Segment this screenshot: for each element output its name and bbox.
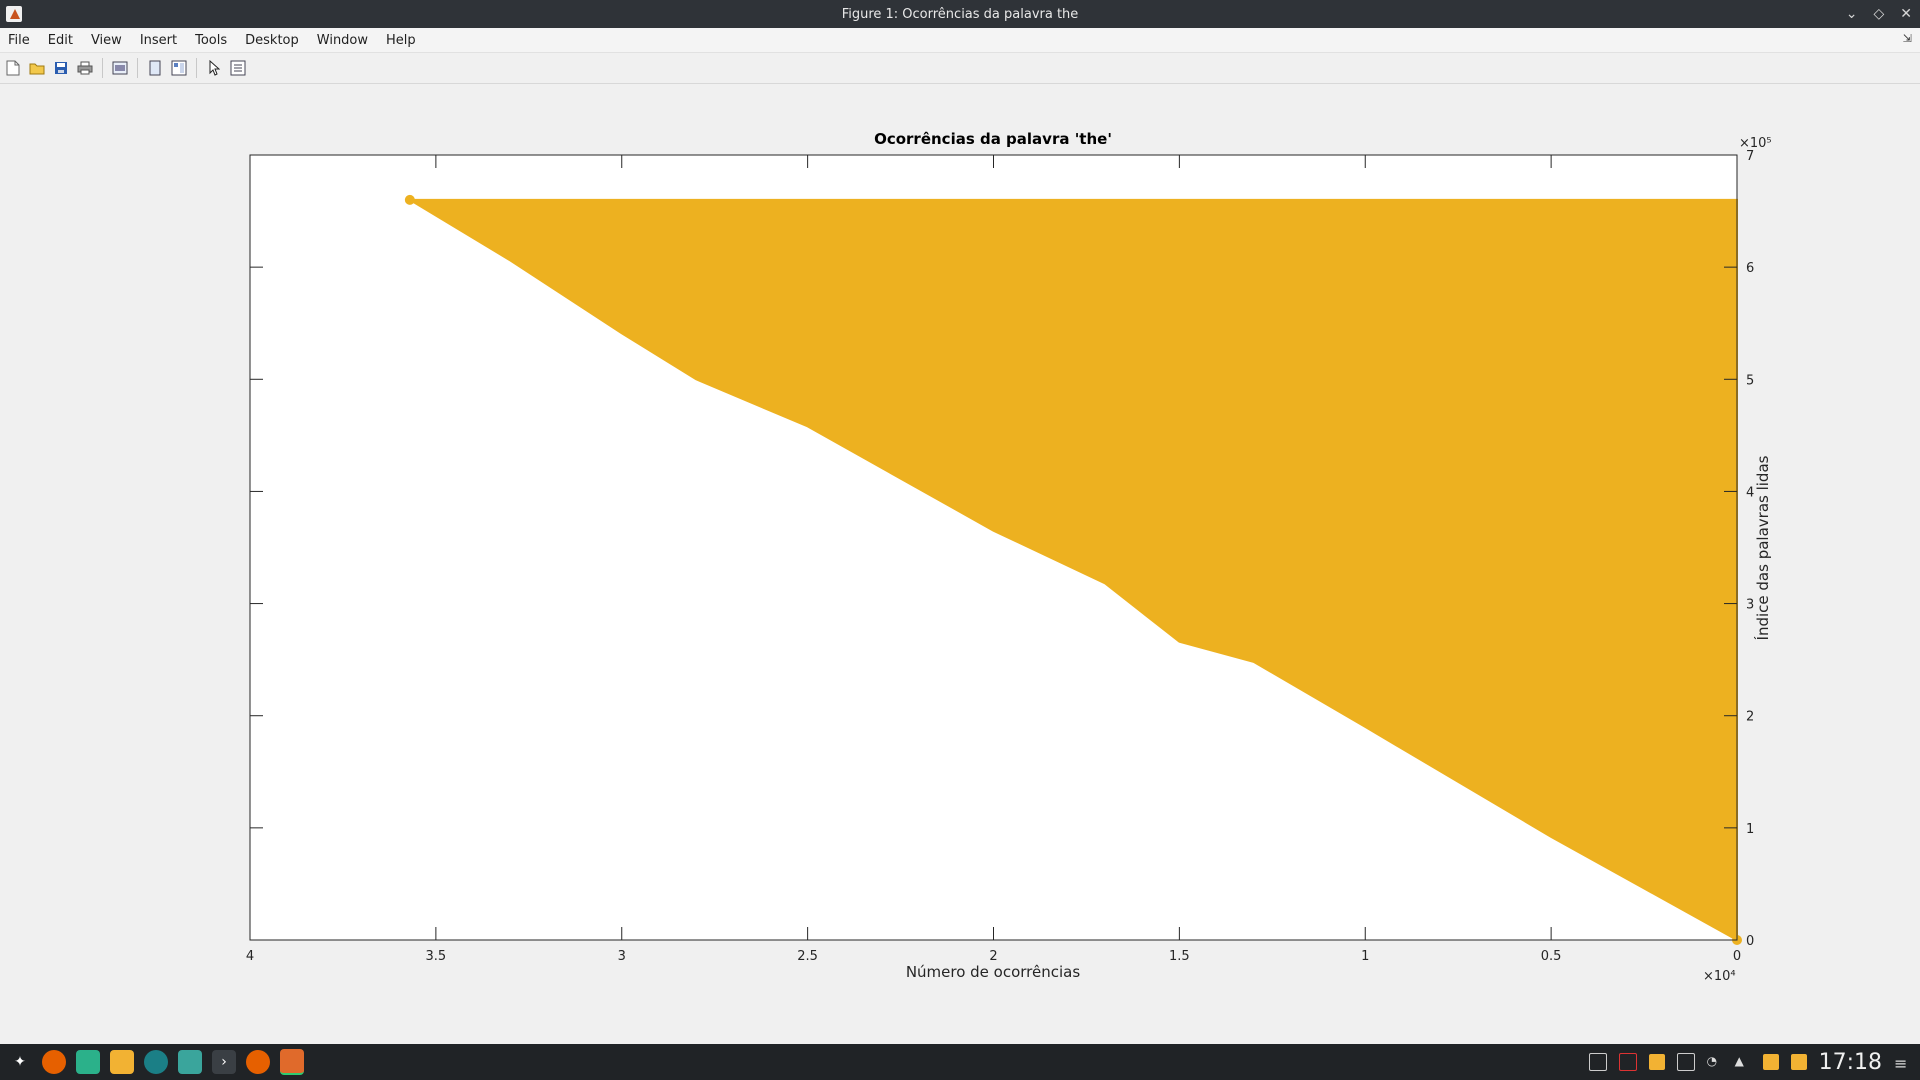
y-axis-label: Índice das palavras lidas — [1753, 455, 1772, 640]
x-tick-label: 2 — [989, 949, 997, 964]
chart-svg[interactable]: 4 3.5 3 2.5 2 1.5 1 0.5 00 1 2 3 4 5 6 7 Ocorrências da… — [0, 84, 1920, 1044]
close-button[interactable]: ✕ — [1900, 6, 1912, 22]
undock-icon[interactable]: ⇲ — [1902, 32, 1912, 45]
y-tick-label: 7 — [1746, 149, 1754, 164]
x-tick-label: 4 — [246, 949, 254, 964]
toolbar-separator — [196, 58, 197, 78]
menu-edit[interactable]: Edit — [47, 32, 73, 48]
x-axis-label: Número de ocorrências — [906, 963, 1081, 981]
notes-icon[interactable] — [1790, 1054, 1807, 1070]
y-tick-label: 3 — [1746, 598, 1754, 613]
menu-desktop[interactable]: Desktop — [245, 32, 299, 48]
menu-tools[interactable]: Tools — [195, 32, 228, 48]
toolbar-separator — [102, 58, 103, 78]
matlab-icon[interactable] — [280, 1049, 304, 1075]
x-tick-label: 0.5 — [1541, 949, 1562, 964]
chart-title: Ocorrências da palavra 'the' — [874, 130, 1112, 148]
firefox-icon[interactable] — [42, 1050, 66, 1074]
figure-toolbar — [0, 53, 1920, 84]
keepass-icon[interactable] — [144, 1050, 168, 1074]
battery-icon[interactable] — [1676, 1053, 1695, 1071]
maximize-button[interactable]: ◇ — [1873, 6, 1885, 22]
store-icon[interactable] — [178, 1050, 202, 1074]
y-tick-label: 1 — [1746, 822, 1754, 837]
x-tick-label: 1 — [1361, 949, 1369, 964]
menu-file[interactable]: File — [8, 32, 30, 48]
open-file-icon[interactable] — [28, 59, 46, 77]
file-manager-icon[interactable] — [76, 1050, 100, 1074]
firefox-icon[interactable] — [246, 1050, 270, 1074]
x-tick-label: 2.5 — [797, 949, 818, 964]
x-tick-label: 1.5 — [1169, 949, 1190, 964]
area-series-end — [404, 194, 415, 205]
window-title: Figure 1: Ocorrências da palavra the — [841, 6, 1079, 22]
y-axis-exponent: ×10⁵ — [1739, 136, 1772, 151]
y-tick-label: 5 — [1746, 373, 1754, 388]
y-tick-label: 6 — [1746, 261, 1754, 276]
y-tick-label: 2 — [1746, 710, 1754, 725]
x-tick-label: 0 — [1733, 949, 1741, 964]
tray-expand-icon[interactable]: ▲ — [1734, 1054, 1744, 1068]
matlab-app-icon — [6, 6, 22, 22]
x-axis-exponent: ×10⁴ — [1703, 969, 1736, 984]
toolbar-separator — [137, 58, 138, 78]
y-tick-label: 0 — [1746, 934, 1754, 949]
link-plot-icon[interactable] — [111, 59, 129, 77]
window-titlebar: Figure 1: Ocorrências da palavra the ⌄ ◇… — [0, 0, 1920, 28]
wifi-icon[interactable]: ◔ — [1706, 1054, 1718, 1068]
y-tick-label: 4 — [1746, 485, 1754, 500]
clock: 17:18 — [1818, 1049, 1882, 1075]
window-controls: ⌄ ◇ ✕ — [1846, 0, 1912, 28]
menu-insert[interactable]: Insert — [139, 32, 178, 48]
menubar: File Edit View Insert Tools Desktop Wind… — [0, 28, 1920, 53]
menu-help[interactable]: Help — [386, 32, 416, 48]
menu-window[interactable]: Window — [316, 32, 369, 48]
terminal-icon[interactable]: › — [212, 1050, 236, 1074]
x-tick-label: 3.5 — [426, 949, 447, 964]
property-inspector-icon[interactable] — [229, 59, 247, 77]
new-figure-icon[interactable] — [4, 59, 22, 77]
system-tray: ◔ ▲ 17:18 ≡ — [1588, 1044, 1910, 1080]
notes-icon[interactable] — [110, 1050, 134, 1074]
trash-icon[interactable] — [1618, 1053, 1637, 1071]
menu-view[interactable]: View — [90, 32, 122, 48]
taskbar: ✦ › ◔ ▲ 17:18 ≡ — [0, 1044, 1920, 1080]
notes-icon[interactable] — [1648, 1054, 1665, 1070]
edit-plot-icon[interactable] — [205, 59, 223, 77]
notes-icon[interactable] — [1762, 1054, 1779, 1070]
print-icon[interactable] — [76, 59, 94, 77]
hide-plot-tools-icon[interactable] — [146, 59, 164, 77]
desktop-icon[interactable] — [1588, 1053, 1607, 1071]
show-plot-tools-icon[interactable] — [170, 59, 188, 77]
axes: 4 3.5 3 2.5 2 1.5 1 0.5 00 1 2 3 4 5 6 7 — [246, 149, 1754, 964]
minimize-button[interactable]: ⌄ — [1845, 6, 1858, 22]
x-tick-label: 3 — [618, 949, 626, 964]
app-launcher-icon[interactable]: ✦ — [14, 1054, 26, 1070]
area-series — [406, 198, 1738, 942]
menu-icon[interactable]: ≡ — [1894, 1054, 1908, 1073]
save-icon[interactable] — [52, 59, 70, 77]
